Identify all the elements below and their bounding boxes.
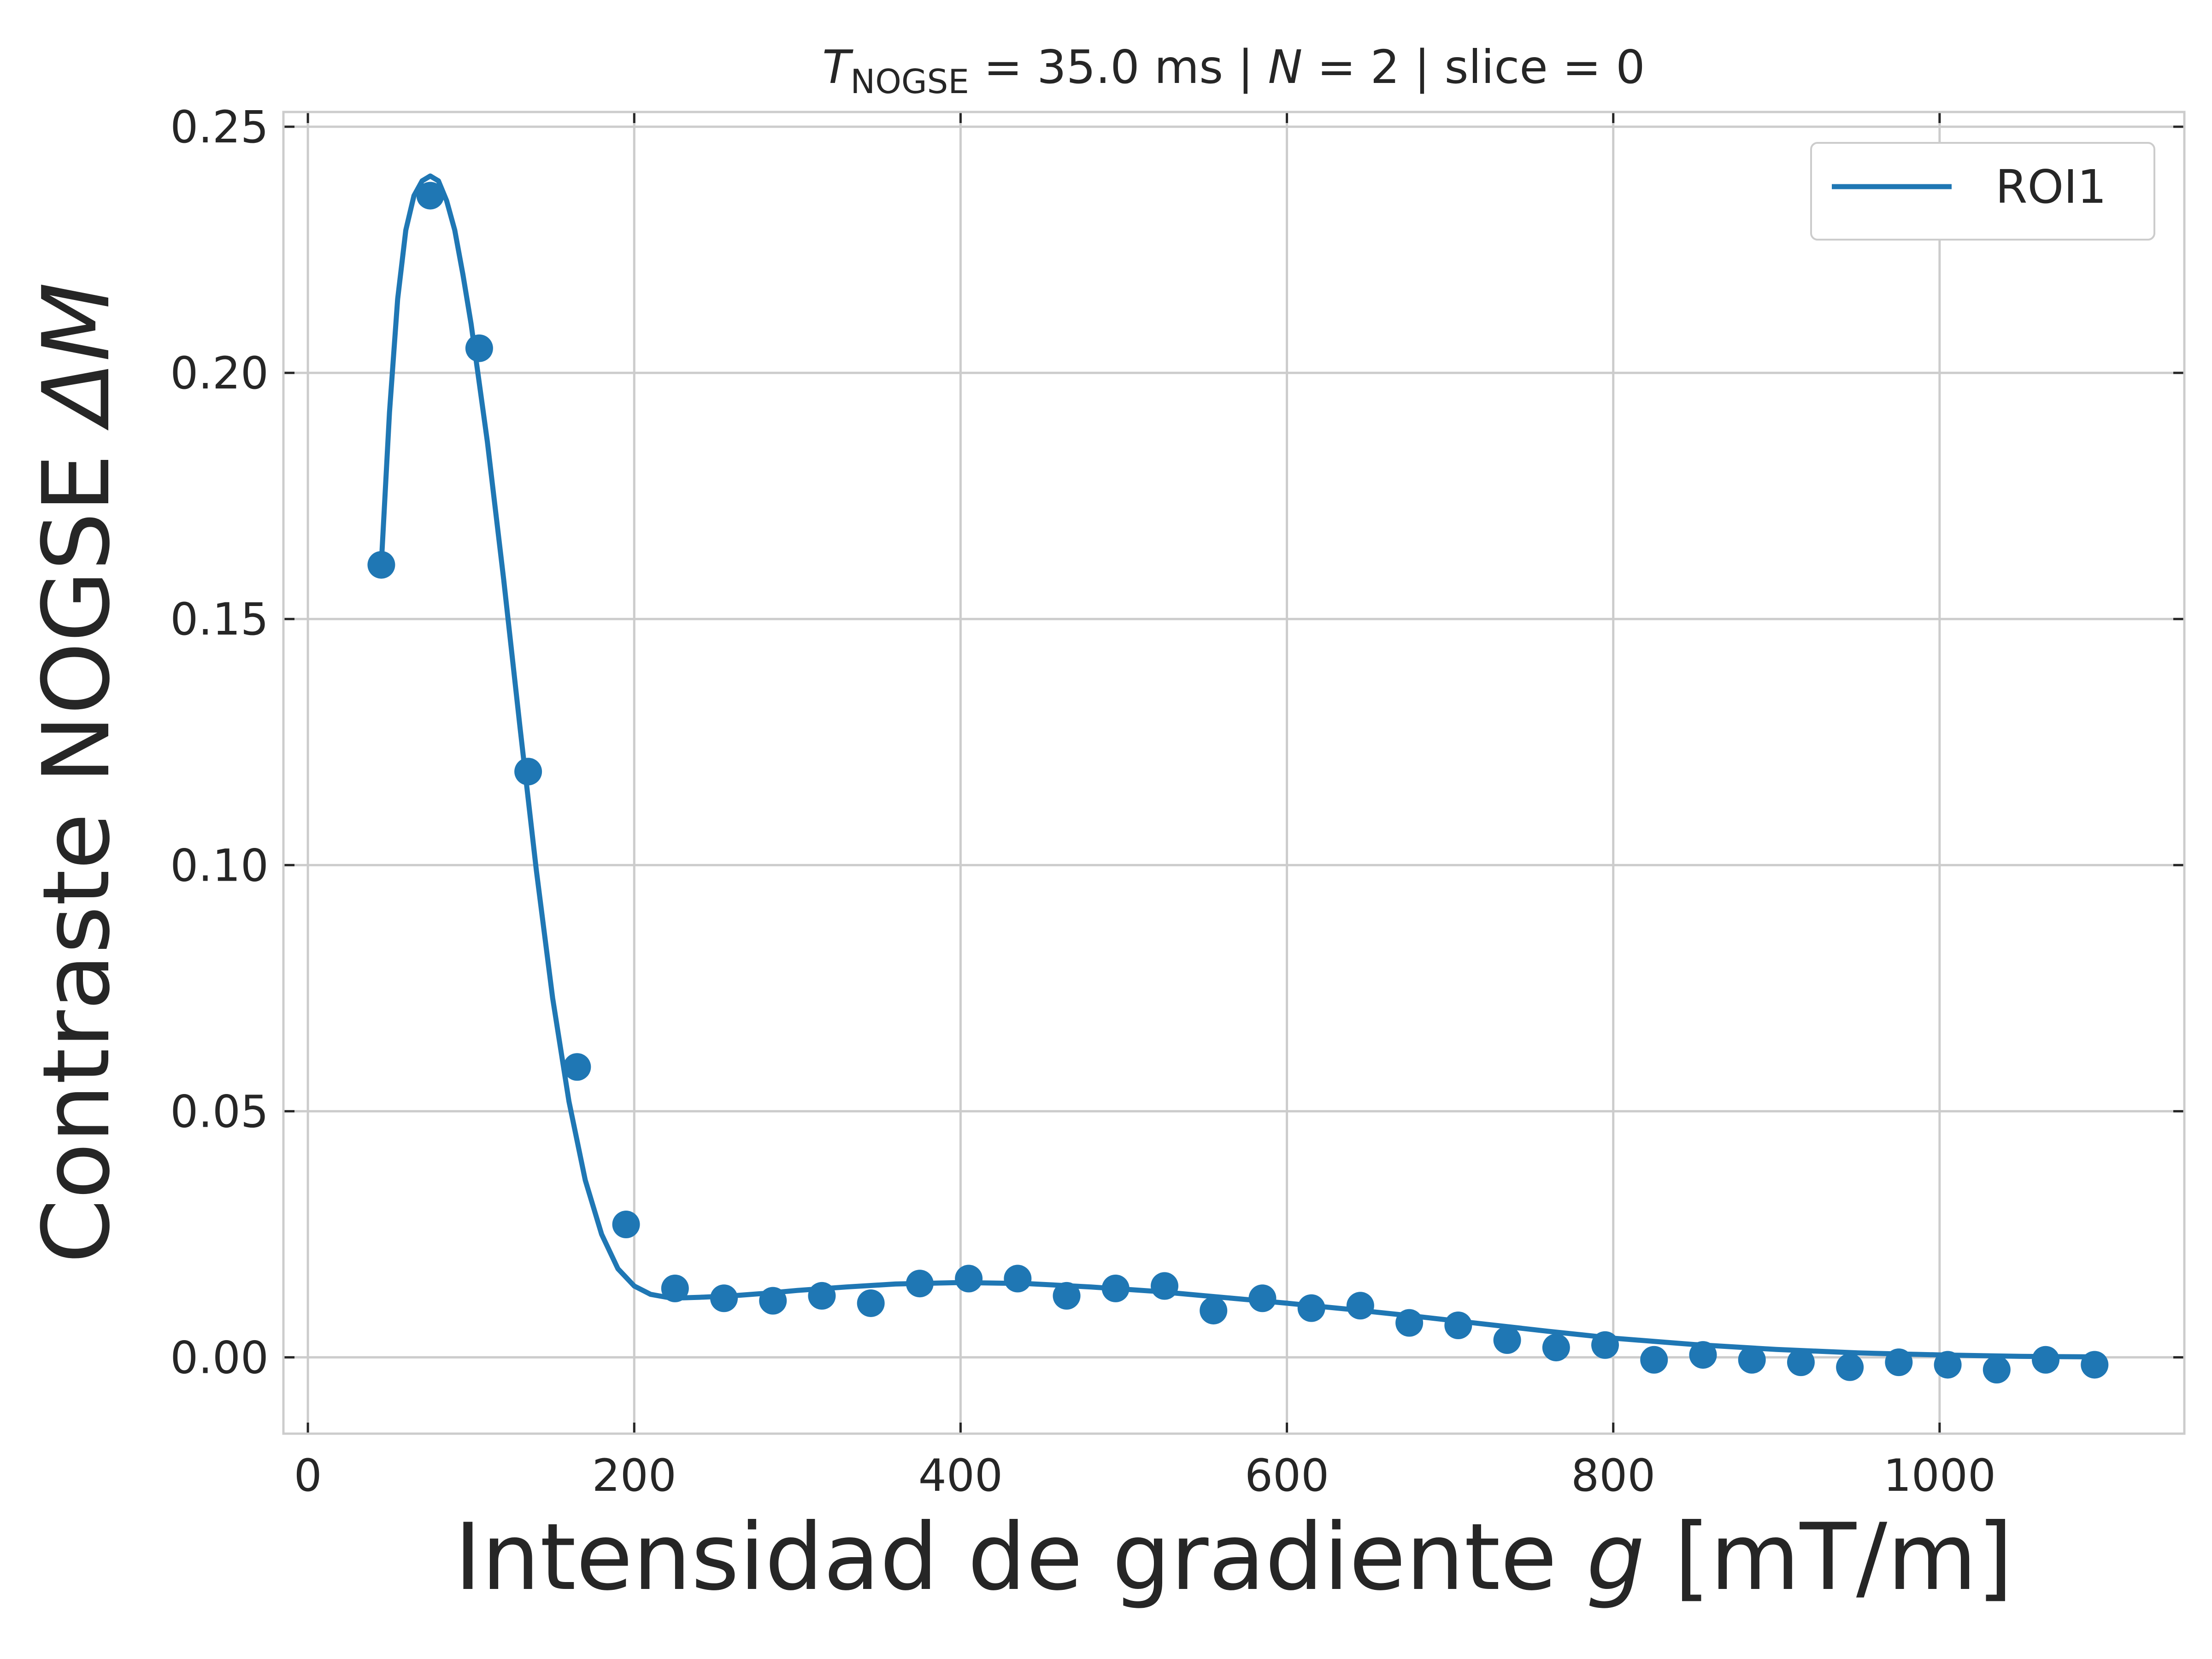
data-point: [1640, 1346, 1668, 1374]
data-point: [2032, 1346, 2060, 1374]
data-point: [1297, 1294, 1325, 1322]
title-main: T: [822, 40, 853, 94]
x-axis-label-unit: [mT/m]: [1645, 1504, 2013, 1611]
y-tick-label: 0.10: [170, 840, 269, 891]
data-point: [465, 334, 493, 362]
data-point: [1395, 1309, 1424, 1337]
data-point: [661, 1274, 689, 1302]
legend-label-roi1: ROI1: [1995, 160, 2106, 214]
data-point: [1248, 1284, 1277, 1312]
y-axis-label-var: ΔM: [23, 282, 130, 430]
title-n: N: [1268, 40, 1302, 94]
x-axis-label: Intensidad de gradiente g [mT/m]: [454, 1504, 2013, 1611]
data-point: [514, 758, 542, 786]
data-point: [1591, 1331, 1619, 1359]
x-tick-label: 1000: [1883, 1450, 1996, 1501]
y-tick-label: 0.25: [170, 101, 269, 153]
data-point: [1151, 1272, 1179, 1300]
data-point: [759, 1287, 787, 1315]
legend-box: [1810, 142, 2155, 241]
data-point: [563, 1053, 591, 1081]
data-point: [1101, 1274, 1130, 1302]
data-point: [1689, 1341, 1717, 1369]
data-point: [955, 1265, 983, 1293]
data-point: [367, 551, 395, 579]
x-tick-label: 0: [294, 1450, 322, 1501]
title-rest: = 35.0 ms |: [969, 40, 1268, 94]
y-tick-label: 0.15: [170, 594, 269, 645]
data-point: [1885, 1348, 1913, 1377]
y-tick-label: 0.00: [170, 1332, 269, 1383]
x-tick-label: 600: [1245, 1450, 1329, 1501]
data-point: [2081, 1351, 2109, 1379]
data-point: [808, 1282, 836, 1310]
data-point: [1738, 1346, 1766, 1374]
x-axis-label-var: g: [1586, 1504, 1645, 1611]
x-tick-label: 200: [592, 1450, 677, 1501]
x-axis-label-text: Intensidad de gradiente: [454, 1504, 1586, 1611]
x-tick-label: 800: [1571, 1450, 1655, 1501]
data-point: [1053, 1282, 1081, 1310]
y-axis-label-text: Contraste NOGSE: [23, 425, 130, 1264]
legend: ROI1: [1810, 142, 2155, 241]
plot-area: [283, 112, 2184, 1434]
data-point: [1004, 1265, 1032, 1293]
data-point: [1444, 1312, 1472, 1340]
y-tick-label: 0.05: [170, 1086, 269, 1137]
data-point: [710, 1284, 738, 1312]
grid: [283, 112, 2184, 1434]
y-tick-label: 0.20: [170, 347, 269, 399]
data-point: [1200, 1296, 1228, 1324]
ticks: 0 200 400 600 800 1000 0.00 0.05 0.10 0.15 0.20 0.2…: [170, 101, 2184, 1501]
title-subscript: NOGSE: [850, 62, 969, 101]
data-point: [857, 1289, 885, 1317]
data-point: [1493, 1326, 1521, 1354]
data-point: [1542, 1334, 1570, 1362]
chart-title: TNOGSE = 35.0 ms | N = 2 | slice = 0: [822, 40, 1645, 101]
x-tick-label: 400: [918, 1450, 1003, 1501]
y-axis-label: Contraste NOGSE ΔM: [23, 282, 130, 1264]
data-point: [612, 1211, 640, 1239]
data-point: [1934, 1351, 1962, 1379]
data-point: [1346, 1292, 1374, 1320]
series-layer: [367, 173, 2109, 1384]
data-point: [1983, 1356, 2011, 1384]
data-point: [1787, 1348, 1815, 1377]
data-point: [416, 182, 444, 210]
title-tail: = 2 | slice = 0: [1302, 40, 1645, 94]
data-point: [1836, 1353, 1864, 1381]
data-point: [906, 1270, 934, 1298]
plot-frame: [282, 111, 2186, 1435]
